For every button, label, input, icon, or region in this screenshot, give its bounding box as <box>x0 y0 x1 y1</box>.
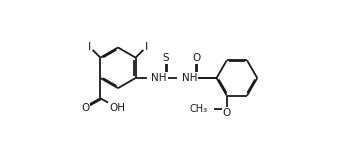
Text: O: O <box>82 103 90 113</box>
Text: S: S <box>163 53 169 63</box>
Text: CH₃: CH₃ <box>190 104 208 114</box>
Text: O: O <box>222 108 231 118</box>
Text: OH: OH <box>109 103 125 113</box>
Text: NH: NH <box>182 73 197 83</box>
Text: O: O <box>192 53 200 63</box>
Text: I: I <box>88 42 91 52</box>
Text: NH: NH <box>151 73 167 83</box>
Text: I: I <box>145 42 148 52</box>
